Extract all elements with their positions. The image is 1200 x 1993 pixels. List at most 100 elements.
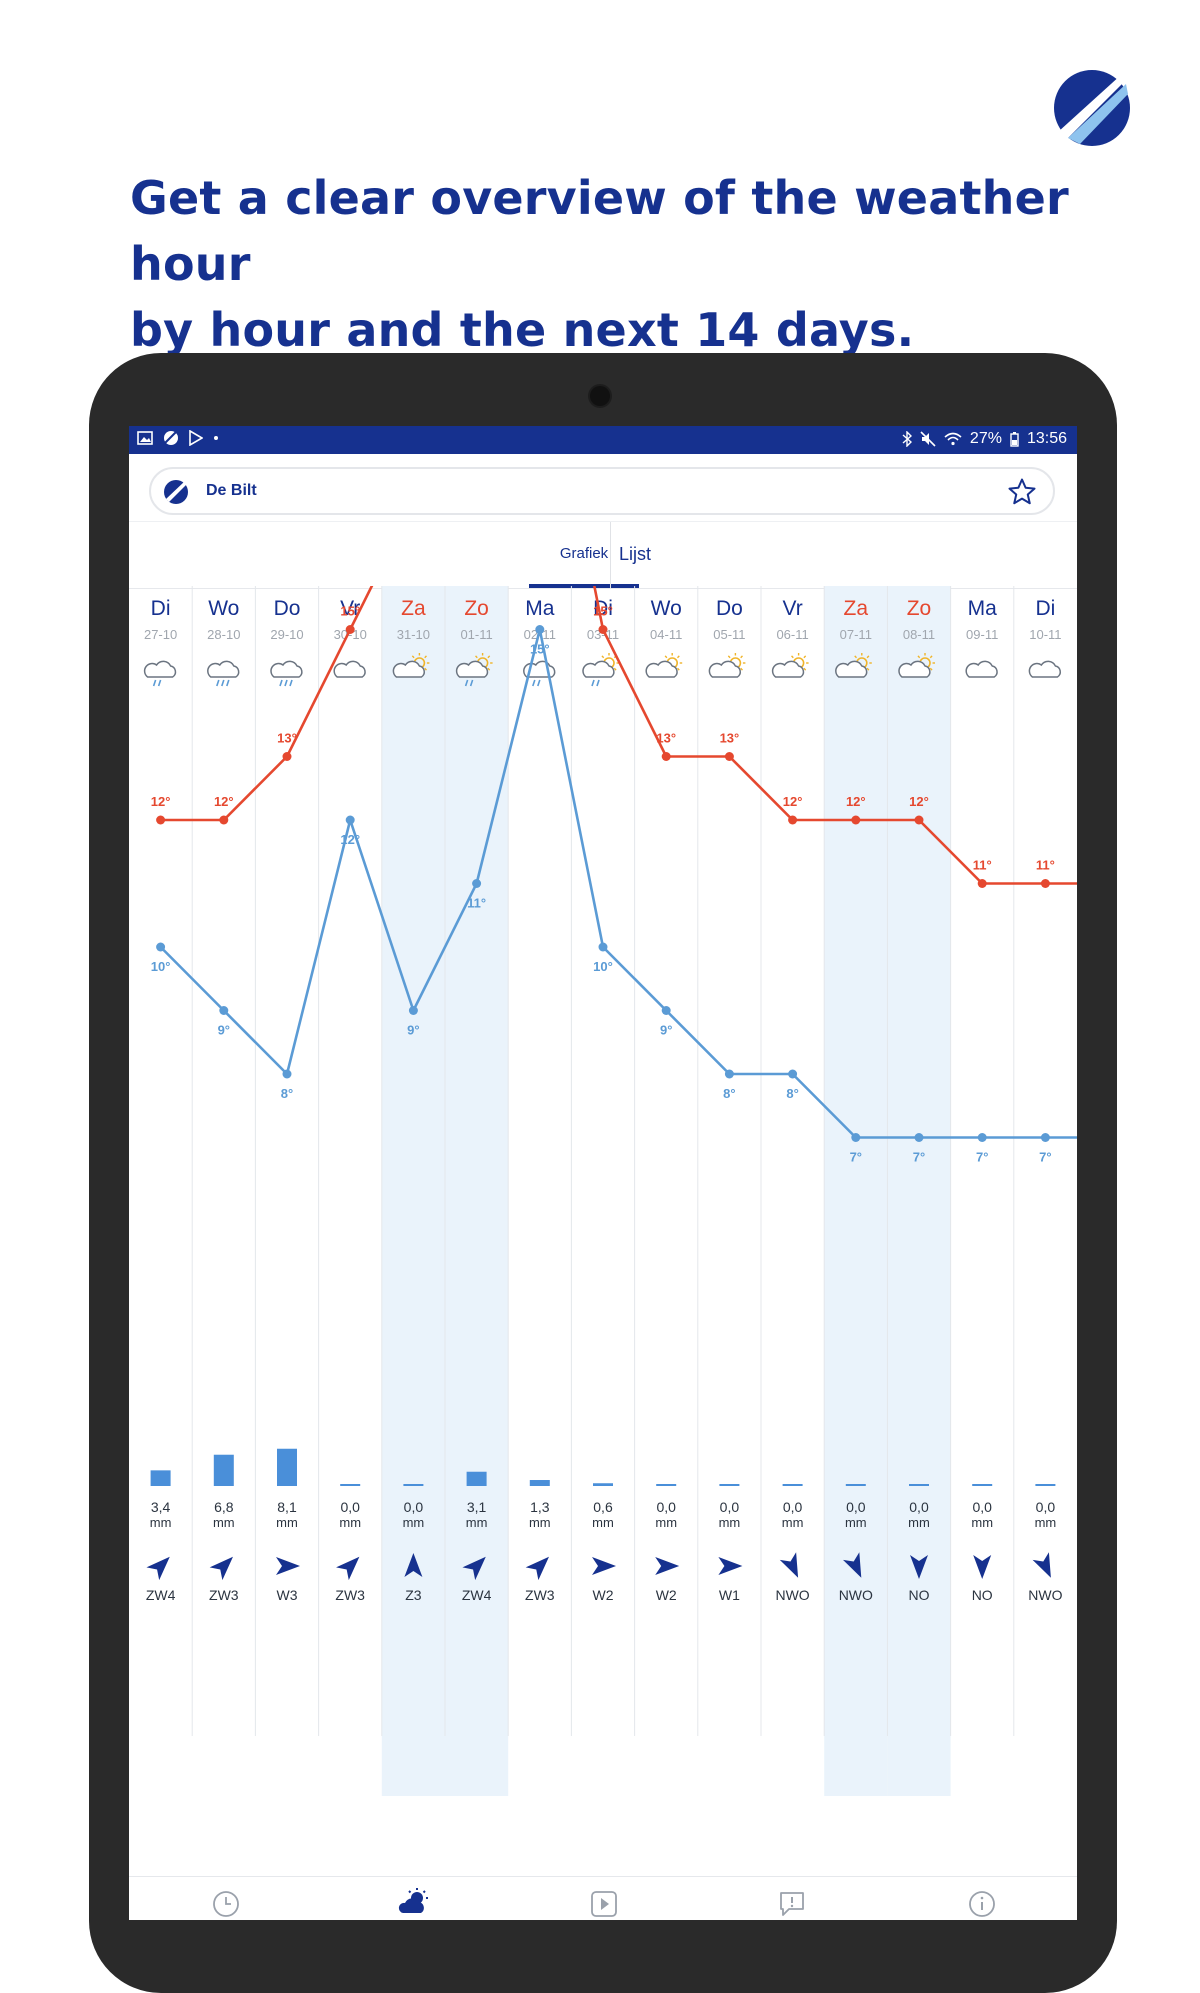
min-temp-label: 9°	[407, 1023, 419, 1038]
cloud-icon	[333, 660, 366, 678]
date-label: 01-11	[460, 627, 492, 642]
wind-label: ZW3	[525, 1587, 555, 1603]
mute-icon	[920, 431, 936, 447]
max-temp-point	[156, 815, 166, 825]
precipitation-bar	[1035, 1484, 1056, 1486]
day-label: Ma	[968, 597, 997, 620]
precipitation-bar	[466, 1471, 487, 1486]
weekend-column-bg	[824, 586, 888, 1796]
tab-lijst[interactable]: Lijst	[619, 544, 652, 564]
max-temp-line	[160, 586, 1077, 885]
max-temp-label: 15°	[340, 604, 360, 619]
sun-cloud-icon	[645, 653, 683, 678]
wind-arrow-icon	[718, 1556, 743, 1575]
max-temp-label: 13°	[277, 731, 297, 746]
favorite-star-icon[interactable]	[1007, 477, 1037, 507]
wind-arrow-icon	[973, 1555, 992, 1579]
wind-label: NO	[972, 1587, 993, 1603]
wind-label: ZW3	[209, 1587, 239, 1603]
precipitation-unit: mm	[339, 1515, 361, 1530]
forecast-chart: Di 27-10 Wo 28-10 Do 29-10 Vr 30-10 Za 31-10 Zo 01-…	[143, 586, 1077, 1796]
precipitation-unit: mm	[845, 1515, 867, 1530]
day-label: Za	[844, 597, 869, 620]
weather-icon[interactable]	[397, 1887, 431, 1917]
max-temp-point	[851, 815, 861, 825]
status-bar: 27% 13:56	[129, 426, 1077, 454]
wind-label: NWO	[839, 1587, 873, 1603]
image-icon	[137, 431, 153, 445]
date-label: 28-10	[207, 627, 240, 642]
sun-cloud-icon	[835, 653, 872, 678]
precipitation-unit: mm	[466, 1515, 488, 1530]
weekend-column-bg	[445, 586, 509, 1796]
wind-arrow-icon	[525, 1556, 549, 1581]
max-temp-point	[788, 815, 798, 825]
clock-time: 13:56	[1026, 430, 1067, 447]
date-label: 08-11	[903, 627, 935, 642]
wind-label: ZW3	[335, 1587, 365, 1603]
weekend-column-bg	[381, 586, 445, 1796]
precipitation-value: 0,0	[972, 1499, 992, 1515]
max-temp-label: 11°	[973, 858, 992, 873]
max-temp-label: 11°	[1036, 858, 1055, 873]
wind-label: NO	[909, 1587, 930, 1603]
precipitation-unit: mm	[529, 1515, 551, 1530]
precipitation-unit: mm	[782, 1515, 804, 1530]
date-label: 06-11	[776, 627, 808, 642]
precipitation-value: 0,0	[909, 1499, 929, 1515]
cloud-drizzle-icon	[143, 660, 177, 687]
app-screen: 27% 13:56 De Bilt Grafiek Lijst Di 27-10 W…	[129, 426, 1077, 1920]
precipitation-unit: mm	[403, 1515, 425, 1530]
sun-cloud-icon	[771, 653, 809, 678]
min-temp-point	[219, 1006, 229, 1015]
precipitation-value: 0,0	[340, 1499, 360, 1515]
precipitation-value: 0,6	[593, 1499, 613, 1515]
max-temp-point	[282, 752, 292, 761]
precipitation-value: 0,0	[656, 1499, 676, 1515]
precipitation-bar	[277, 1448, 297, 1486]
sun-cloud-icon	[392, 653, 430, 678]
precipitation-value: 3,1	[467, 1499, 487, 1515]
min-temp-label: 11°	[467, 896, 486, 911]
max-temp-label: 12°	[909, 794, 929, 809]
wind-arrow-icon	[779, 1552, 799, 1578]
precipitation-value: 0,0	[404, 1499, 424, 1515]
max-temp-point	[914, 815, 924, 825]
precipitation-bar	[593, 1483, 613, 1486]
battery-icon	[1010, 431, 1019, 447]
precipitation-value: 3,4	[151, 1499, 171, 1515]
max-temp-label: 12°	[783, 794, 803, 809]
precipitation-value: 0,0	[720, 1499, 740, 1515]
alert-icon[interactable]	[777, 1889, 807, 1919]
info-icon[interactable]	[967, 1889, 997, 1919]
min-temp-label: 7°	[913, 1150, 925, 1165]
precipitation-value: 0,0	[846, 1499, 866, 1515]
day-label: Di	[151, 597, 171, 620]
max-temp-label: 12°	[846, 794, 866, 809]
day-label: Zo	[464, 597, 489, 620]
play-icon[interactable]	[589, 1889, 619, 1919]
app-logo-small-icon	[164, 480, 188, 504]
precipitation-unit: mm	[592, 1515, 614, 1530]
wind-arrow-icon	[462, 1556, 486, 1581]
clock-icon[interactable]	[211, 1889, 241, 1919]
wind-arrow-icon	[655, 1556, 680, 1575]
min-temp-point	[724, 1069, 734, 1079]
min-temp-label: 9°	[218, 1023, 230, 1038]
wind-arrow-icon	[146, 1556, 170, 1581]
precipitation-value: 8,1	[277, 1499, 297, 1515]
wind-label: W3	[277, 1587, 298, 1603]
location-search-bar[interactable]: De Bilt	[149, 467, 1055, 515]
tab-grafiek[interactable]: Grafiek	[529, 522, 639, 588]
day-label: Do	[274, 597, 301, 620]
min-temp-label: 8°	[786, 1086, 798, 1101]
min-temp-point	[345, 815, 355, 825]
min-temp-label: 9°	[660, 1023, 672, 1038]
precipitation-bar	[340, 1484, 361, 1486]
bluetooth-icon	[902, 431, 912, 447]
precipitation-unit: mm	[719, 1515, 741, 1530]
max-temp-point	[219, 815, 229, 825]
wind-arrow-icon	[1032, 1552, 1051, 1578]
max-temp-label: 12°	[151, 794, 171, 809]
min-temp-label: 12°	[340, 832, 360, 847]
